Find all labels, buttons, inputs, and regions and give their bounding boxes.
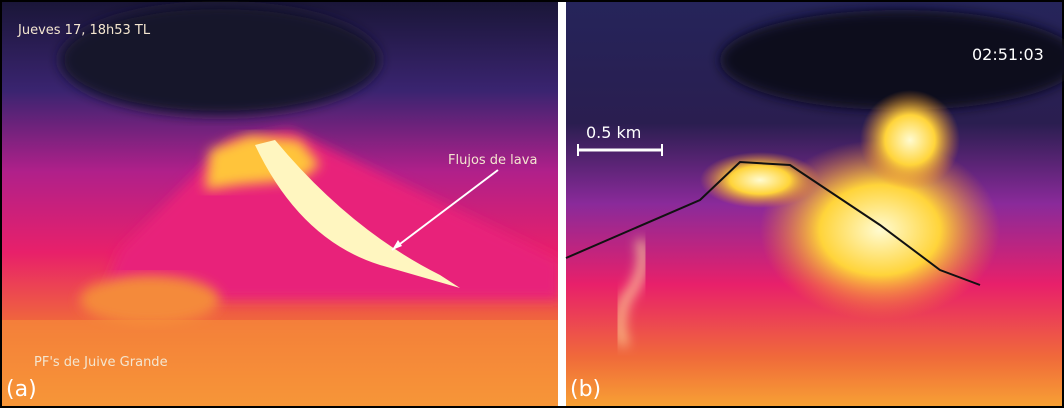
panel-b: 0.5 km 02:51:03 (b) (566, 2, 1064, 406)
panel-label: (b) (570, 377, 601, 402)
timestamp: Jueves 17, 18h53 TL (17, 23, 151, 38)
plume (60, 5, 380, 115)
hot-cloud (860, 90, 960, 190)
timestamp: 02:51:03 (972, 45, 1044, 64)
crater-glow (700, 152, 820, 208)
page: Jueves 17, 18h53 TL Flujos de lava PF's … (0, 0, 1064, 408)
location: PF's de Juive Grande (34, 355, 168, 370)
panel-a: Jueves 17, 18h53 TL Flujos de lava PF's … (2, 2, 560, 406)
annotation: Flujos de lava (448, 153, 537, 168)
figure: Jueves 17, 18h53 TL Flujos de lava PF's … (0, 0, 1064, 408)
divider (558, 2, 566, 406)
scale-label: 0.5 km (586, 123, 641, 142)
lava-field (80, 275, 220, 325)
panel-label: (a) (6, 377, 37, 402)
